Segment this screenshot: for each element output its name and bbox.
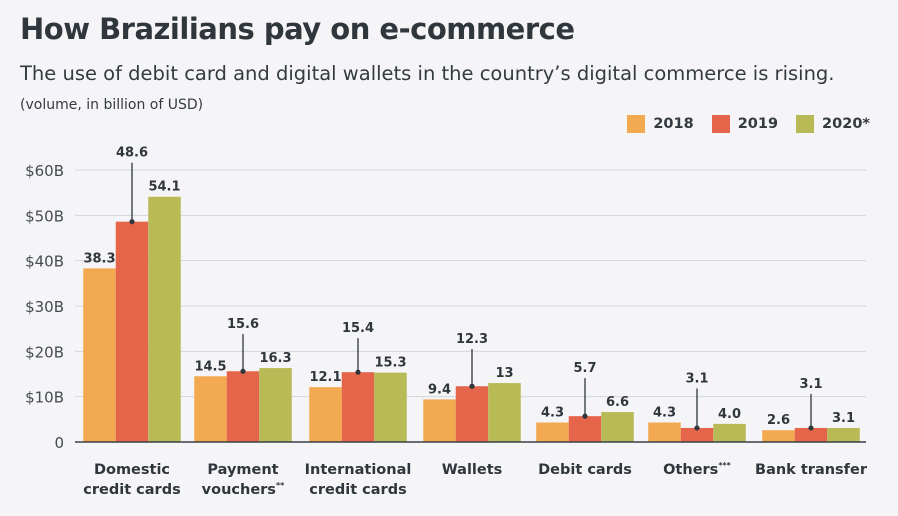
data-label: 4.0 bbox=[718, 407, 741, 422]
bar-2018 bbox=[423, 399, 456, 442]
bar-2019 bbox=[115, 221, 149, 442]
bar-2019 bbox=[568, 416, 602, 442]
data-label: 4.3 bbox=[653, 406, 676, 421]
leader-dot bbox=[240, 368, 246, 374]
x-tick-label: Payment bbox=[207, 462, 278, 478]
bar-2020 bbox=[259, 368, 292, 442]
data-label: 14.5 bbox=[194, 359, 226, 374]
legend-item-2018: 2018 bbox=[627, 115, 694, 133]
data-label: 9.4 bbox=[428, 382, 451, 397]
x-tick-label: Debit cards bbox=[538, 462, 632, 478]
data-label: 15.4 bbox=[342, 321, 374, 336]
x-tick-label: International bbox=[305, 462, 412, 478]
data-label: 6.6 bbox=[606, 395, 629, 410]
bar-2020 bbox=[148, 196, 181, 442]
y-tick-label: $30B bbox=[25, 298, 64, 316]
legend-label: 2018 bbox=[653, 116, 694, 132]
leader-dot bbox=[469, 383, 475, 389]
legend-label: 2020* bbox=[822, 116, 870, 132]
legend-swatch bbox=[796, 115, 815, 133]
bar-2018 bbox=[309, 387, 342, 442]
data-label: 5.7 bbox=[573, 361, 596, 376]
bar-2019 bbox=[341, 372, 375, 442]
data-label: 38.3 bbox=[83, 251, 115, 266]
bar-2019 bbox=[226, 371, 260, 442]
data-label: 13 bbox=[495, 366, 513, 381]
leader-dot bbox=[355, 369, 361, 375]
bar-2018 bbox=[83, 268, 116, 442]
data-label: 48.6 bbox=[116, 146, 148, 161]
data-label: 3.1 bbox=[685, 372, 708, 387]
legend-item-2019: 2019 bbox=[711, 115, 779, 133]
y-tick-label: $50B bbox=[25, 207, 64, 225]
unit-note: (volume, in billion of USD) bbox=[20, 97, 204, 113]
x-tick-label: Others*** bbox=[663, 461, 732, 478]
bar-2020 bbox=[601, 412, 634, 442]
x-tick-label: Wallets bbox=[442, 462, 503, 478]
y-tick-label: $40B bbox=[25, 253, 64, 271]
x-tick-label: vouchers** bbox=[202, 481, 285, 498]
y-tick-label: $60B bbox=[25, 162, 64, 180]
y-tick-label: $10B bbox=[25, 389, 64, 407]
bar-2018 bbox=[536, 422, 569, 442]
x-tick-label: Domestic bbox=[94, 462, 170, 478]
data-label: 2.6 bbox=[767, 413, 790, 428]
bar-2020 bbox=[488, 383, 521, 442]
chart-subtitle: The use of debit card and digital wallet… bbox=[20, 62, 835, 85]
x-tick-label: credit cards bbox=[83, 482, 180, 498]
x-tick-label: Bank transfer bbox=[755, 462, 868, 478]
legend-swatch bbox=[627, 115, 646, 133]
legend: 2018 2019 2020* bbox=[627, 115, 870, 133]
leader-dot bbox=[808, 425, 814, 431]
data-label: 15.6 bbox=[227, 317, 259, 332]
x-tick-label: credit cards bbox=[309, 482, 406, 498]
leader-dot bbox=[582, 413, 588, 419]
data-label: 15.3 bbox=[374, 356, 406, 371]
bar-2019 bbox=[680, 427, 714, 442]
data-label: 4.3 bbox=[541, 406, 564, 421]
data-label: 3.1 bbox=[799, 377, 822, 392]
data-label: 12.3 bbox=[456, 332, 488, 347]
data-label: 16.3 bbox=[259, 351, 291, 366]
data-label: 12.1 bbox=[309, 370, 341, 385]
legend-label: 2019 bbox=[737, 116, 779, 132]
bar-2020 bbox=[827, 427, 860, 442]
legend-item-2020: 2020* bbox=[796, 115, 870, 133]
leader-dot bbox=[694, 425, 700, 431]
bar-2018 bbox=[762, 430, 795, 442]
bar-2018 bbox=[194, 376, 227, 442]
bar-2019 bbox=[455, 386, 489, 442]
bar-2018 bbox=[648, 422, 681, 442]
y-tick-label: $20B bbox=[25, 343, 64, 361]
chart-title: How Brazilians pay on e-commerce bbox=[20, 12, 575, 46]
bar-2020 bbox=[713, 423, 746, 442]
leader-dot bbox=[129, 219, 135, 225]
data-label: 54.1 bbox=[148, 180, 180, 195]
data-label: 3.1 bbox=[832, 411, 855, 426]
bar-2019 bbox=[794, 427, 828, 442]
y-tick-label: 0 bbox=[54, 434, 64, 452]
bar-2020 bbox=[374, 372, 407, 442]
legend-swatch bbox=[711, 115, 730, 133]
